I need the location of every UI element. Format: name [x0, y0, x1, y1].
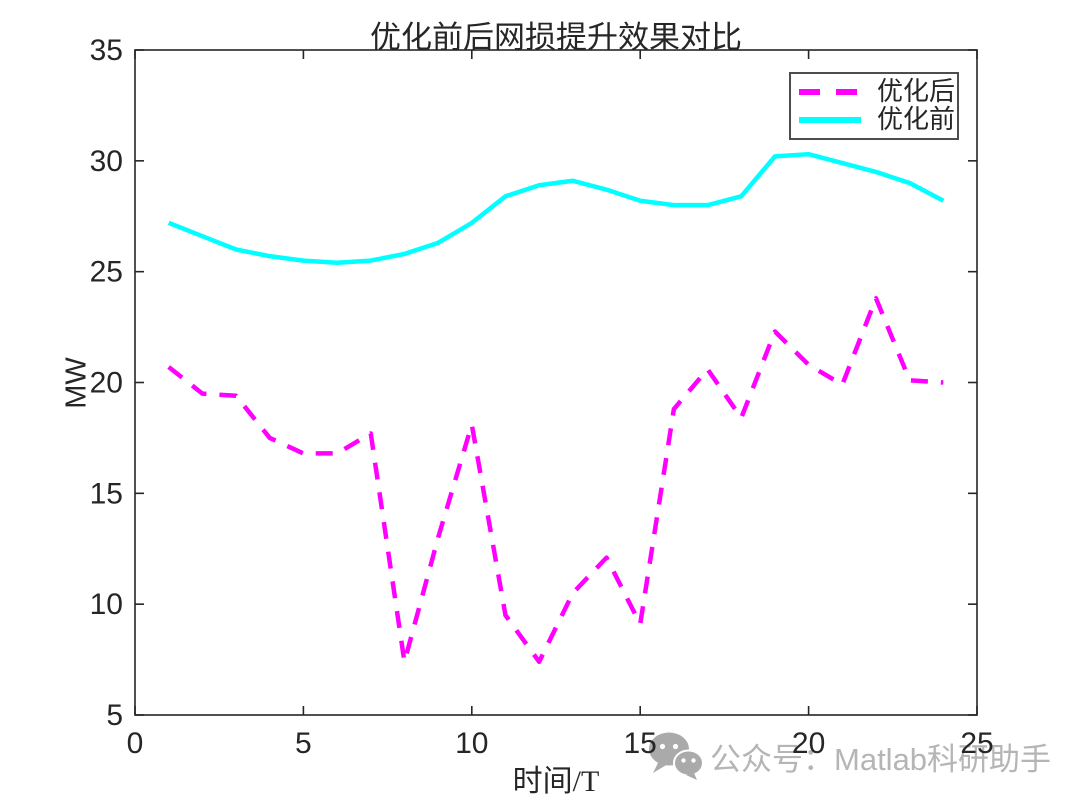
x-tick-label: 25 — [960, 727, 993, 760]
watermark-text: 公众号：Matlab科研助手 — [710, 741, 1052, 777]
dashed-line-sample — [799, 89, 861, 95]
x-tick-label: 10 — [455, 727, 488, 760]
chart-title: 优化前后网损提升效果对比 — [370, 20, 742, 55]
y-tick-label: 15 — [90, 477, 123, 510]
watermark: 公众号：Matlab科研助手 — [648, 731, 1051, 781]
legend-item-before: 优化前 — [799, 107, 955, 133]
series-line-after — [167, 296, 944, 665]
x-tick-label: 15 — [624, 727, 657, 760]
y-tick-label: 25 — [90, 256, 123, 289]
y-tick-label: 35 — [90, 34, 123, 67]
legend-label-before: 优化前 — [877, 105, 956, 134]
x-axis-label: 时间/T — [512, 765, 600, 798]
y-axis-label: MW — [60, 357, 93, 409]
legend: 优化后 优化前 — [789, 72, 959, 140]
solid-line-sample — [799, 117, 861, 123]
legend-label-after: 优化后 — [877, 77, 956, 106]
x-tick-label: 0 — [127, 727, 144, 760]
wechat-icon — [649, 732, 704, 780]
y-tick-label: 30 — [90, 145, 123, 178]
x-tick-label: 5 — [295, 727, 312, 760]
x-tick-label: 20 — [792, 727, 825, 760]
axes-box — [134, 49, 978, 716]
y-tick-label: 10 — [90, 588, 123, 621]
legend-item-after: 优化后 — [799, 79, 955, 105]
y-tick-label: 20 — [90, 367, 123, 400]
y-tick-label: 5 — [106, 699, 123, 732]
series-line-before — [167, 151, 945, 266]
